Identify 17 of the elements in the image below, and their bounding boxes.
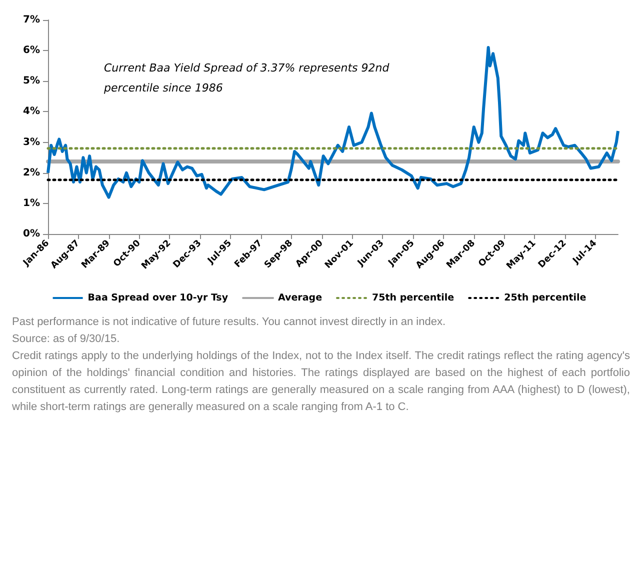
text: Past performance is not indicative of future results. You cannot invest directly in an index.: [12, 315, 447, 330]
legend-label: Baa Spread over 10-yr Tsy: [88, 292, 229, 304]
y-tick-label: 5%: [23, 76, 40, 87]
line-series: [46, 46, 620, 199]
y-tick-label: 6%: [23, 45, 40, 56]
y-tick-label: 1%: [23, 198, 40, 209]
legend-label: 25th percentile: [504, 292, 586, 304]
legend-label: Average: [278, 292, 322, 304]
y-tick-label: 4%: [23, 106, 40, 118]
annotation: Current Baa Yield Spread of 3.37% represents 92nd percentile since 1986: [103, 62, 393, 94]
source-note: Source: as of 9/30/15.: [12, 332, 121, 347]
y-tick-label: 7%: [23, 14, 40, 26]
y-tick-label: 3%: [23, 136, 40, 148]
y-tick-label: 2%: [23, 167, 40, 178]
y-tick-label: 0%: [23, 228, 40, 240]
legend-label: 75th percentile: [372, 292, 454, 304]
text: Credit ratings apply to the underlying holdings of the Index, not to the Index itself. The credit ratings reflect the rating agency's opinion of the holdings' financial condition and histories. The ratings displayed are based on the highest of each portfolio constituent as currently rated. Long-term ratings are generally measured on a scale ranging from AAA (highest) to D (lowest), while short-term ratings are generally measured on a scale ranging from A-1 to C.: [12, 349, 630, 415]
